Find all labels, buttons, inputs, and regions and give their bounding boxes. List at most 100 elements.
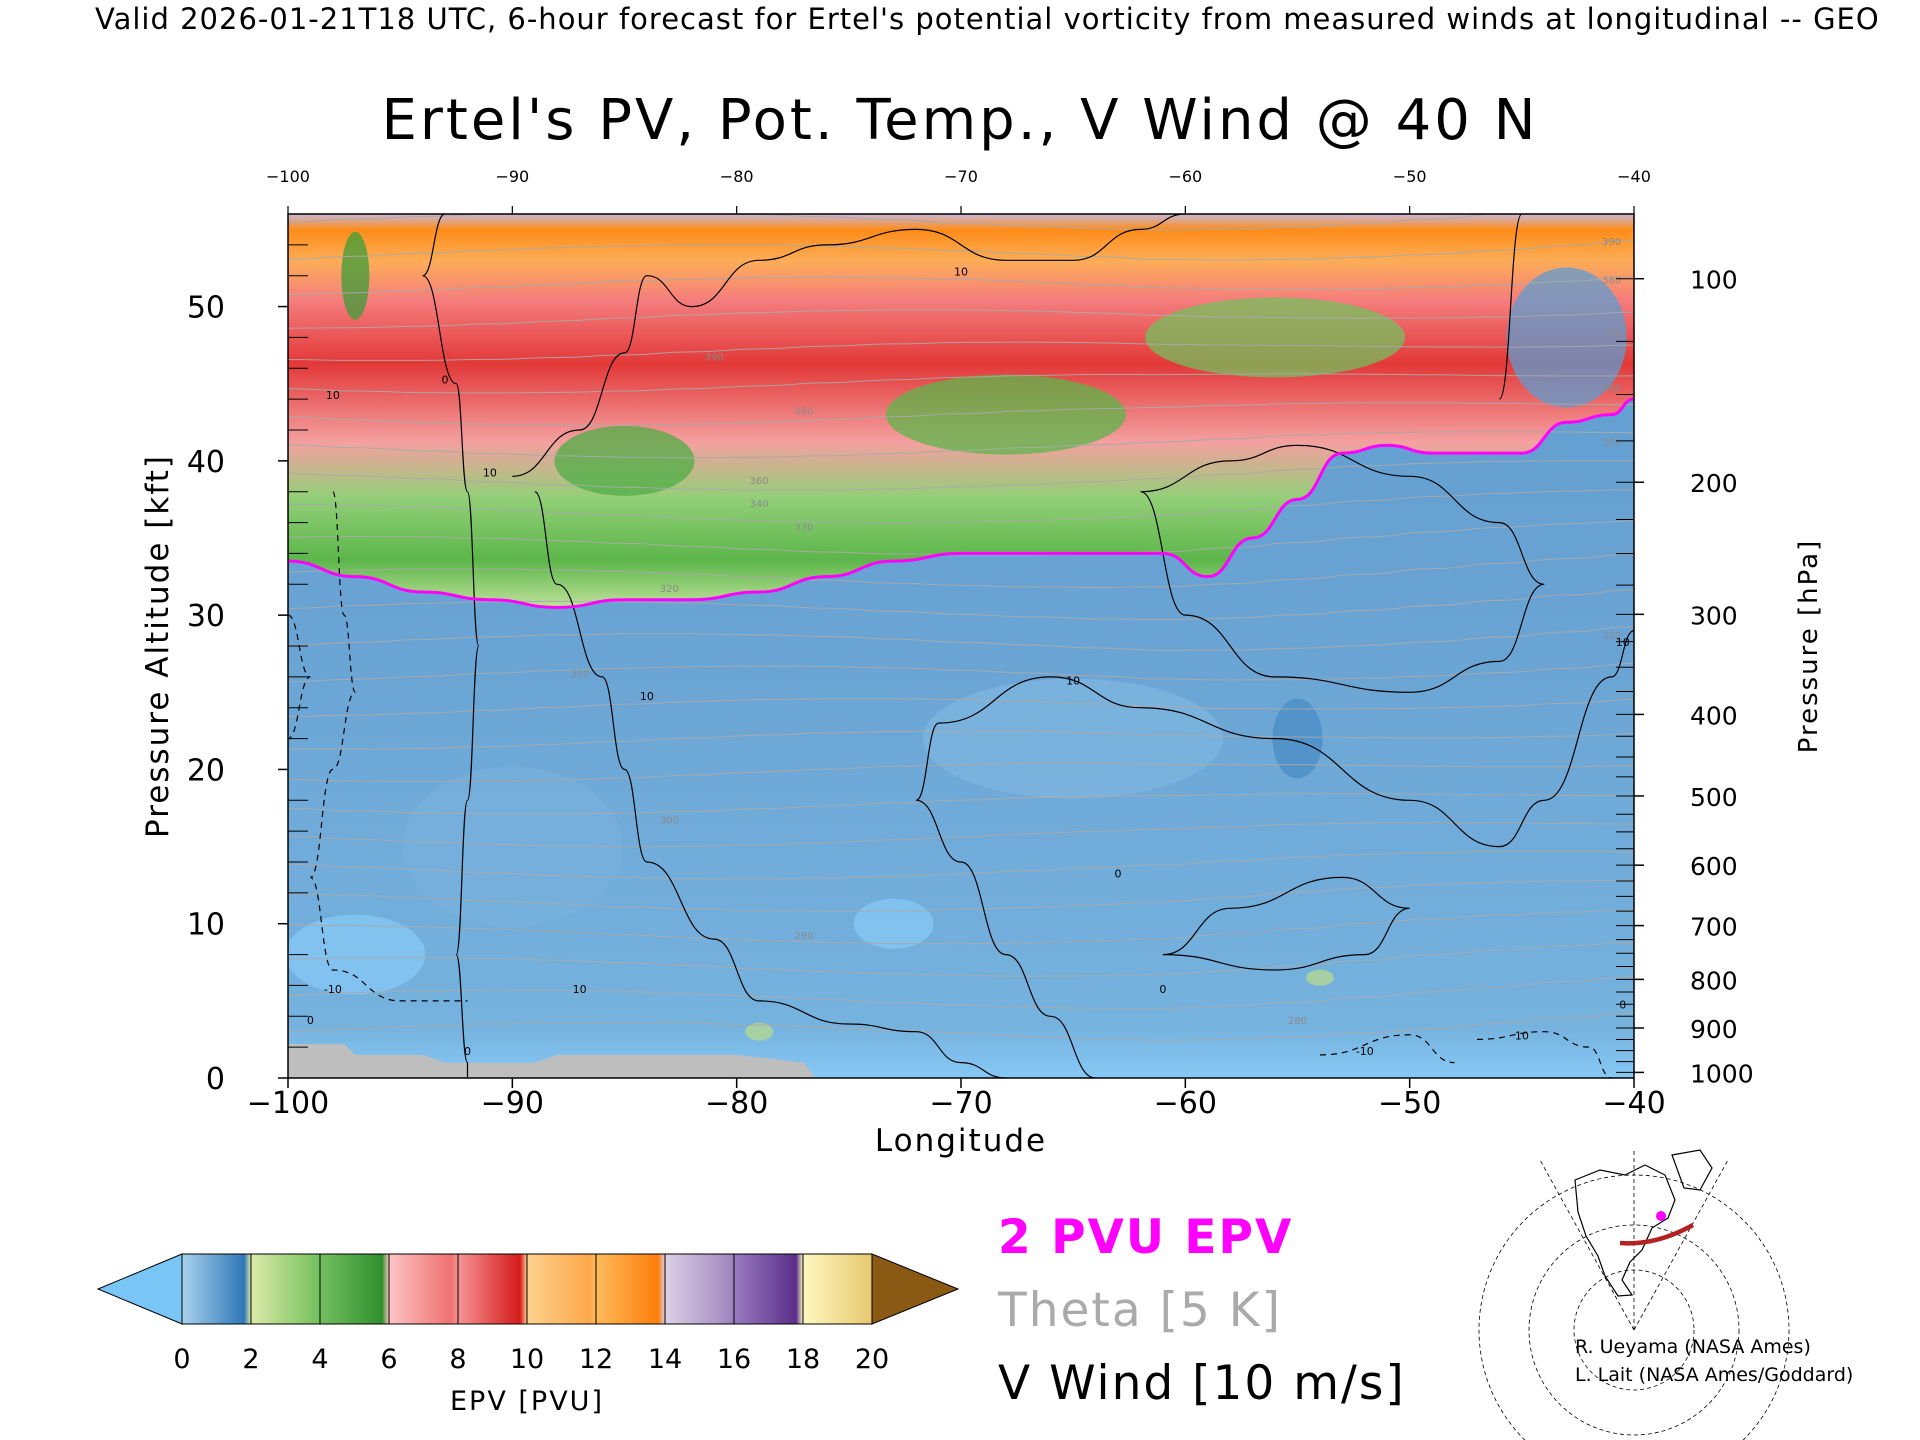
x-tick-label: −80 xyxy=(705,1086,768,1121)
colorbar-tick-label: 8 xyxy=(449,1344,466,1375)
epv-patch xyxy=(853,898,934,949)
epv-patch xyxy=(554,425,695,496)
x-top-tick-label: −90 xyxy=(495,167,529,186)
colorbar-tick-label: 0 xyxy=(173,1344,190,1375)
wind-contour xyxy=(915,722,1096,1078)
theta-label: 380 xyxy=(1602,275,1621,286)
wind-label: 0 xyxy=(1115,867,1122,880)
section-marker xyxy=(1656,1211,1666,1221)
x-tick-label: −100 xyxy=(247,1086,329,1121)
colorbar-tick-label: 6 xyxy=(380,1344,397,1375)
colorbar-tick-label: 12 xyxy=(579,1344,613,1375)
epv-patch xyxy=(341,231,370,320)
colorbar-tick-label: 2 xyxy=(242,1344,259,1375)
theta-contour xyxy=(288,239,1634,261)
theta-label: 360 xyxy=(750,476,769,487)
theta-contour xyxy=(288,553,1634,588)
wind-contour xyxy=(1476,1031,1612,1078)
wind-label: 0 xyxy=(307,1014,314,1027)
theta-contour xyxy=(288,793,1634,815)
credit-2: L. Lait (NASA Ames/Goddard) xyxy=(1575,1364,1854,1386)
x-axis-label: Longitude xyxy=(875,1123,1047,1159)
theta-label: 370 xyxy=(1602,329,1621,340)
x-top-tick-label: −60 xyxy=(1168,167,1202,186)
x-top-tick-label: −50 xyxy=(1393,167,1427,186)
theta-contour xyxy=(288,214,1517,231)
wind-contours xyxy=(288,214,1634,1078)
y-tick-label: 30 xyxy=(187,599,225,634)
legend-vwind: V Wind [10 m/s] xyxy=(998,1356,1406,1411)
x-axis-top-ticks: −100 −90 −80 −70 −60 −50 −40 xyxy=(266,167,1651,214)
colorbar-high-arrow xyxy=(871,1253,960,1325)
x-tick-label: −70 xyxy=(929,1086,992,1121)
wind-contour xyxy=(534,491,1006,1078)
wind-label: 0 xyxy=(442,374,449,387)
pressure-tick-label: 500 xyxy=(1690,783,1738,812)
wind-label: 0 xyxy=(464,1045,471,1058)
theta-label: 320 xyxy=(1602,630,1621,641)
theta-contour-labels: 390 380 360 340 330 320 310 300 290 280 320 350 360 3… xyxy=(570,237,1621,1027)
theta-contour xyxy=(288,909,1634,945)
x-tick-label: −50 xyxy=(1378,1086,1441,1121)
theta-label: 310 xyxy=(570,669,589,680)
theta-label: 390 xyxy=(705,353,724,364)
colorbar-tick-label: 14 xyxy=(648,1344,682,1375)
wind-label: 0 xyxy=(1619,999,1626,1012)
theta-contour xyxy=(288,976,1634,1010)
theta-contour xyxy=(288,730,1634,750)
section-line xyxy=(1619,1223,1695,1246)
pressure-tick-label: 400 xyxy=(1690,701,1738,730)
theta-contour xyxy=(288,698,1634,718)
colorbar-tick-label: 4 xyxy=(311,1344,328,1375)
theta-label: 360 xyxy=(1602,383,1621,394)
theta-contour xyxy=(288,309,1634,329)
wind-label: 10 xyxy=(1515,1029,1529,1042)
inset-location-map xyxy=(1478,1148,1790,1440)
theta-label: 380 xyxy=(794,407,813,418)
pressure-tick-label: 300 xyxy=(1690,601,1738,630)
wind-label: 10 xyxy=(573,983,587,996)
colorbar-tick-label: 18 xyxy=(786,1344,820,1375)
legend-theta: Theta [5 K] xyxy=(998,1283,1282,1338)
greenland-outline xyxy=(1671,1149,1713,1191)
theta-contour xyxy=(288,1012,1634,1041)
wind-label: 10 xyxy=(1616,636,1630,649)
colorbar-tick-label: 16 xyxy=(717,1344,751,1375)
theta-contour xyxy=(288,941,1634,977)
theta-contour xyxy=(288,850,1634,880)
wind-label: 10 xyxy=(640,690,654,703)
pressure-tick-label: 200 xyxy=(1690,469,1738,498)
theta-contour xyxy=(288,402,1634,426)
pressure-tick-label: 600 xyxy=(1690,852,1738,881)
colorbar-tick-label: 20 xyxy=(855,1344,889,1375)
credit-1: R. Ueyama (NASA Ames) xyxy=(1575,1336,1811,1358)
wind-contour xyxy=(1140,444,1545,693)
wind-label: 10 xyxy=(1066,675,1080,688)
epv-patch xyxy=(745,1022,774,1041)
wind-contour xyxy=(309,491,468,1002)
wind-contour xyxy=(422,214,480,1078)
theta-label: 330 xyxy=(794,522,813,533)
epv-patch xyxy=(288,914,426,995)
epv-patch xyxy=(1305,969,1334,986)
wind-label: 10 xyxy=(954,266,968,279)
theta-contour xyxy=(288,762,1634,783)
theta-contour xyxy=(288,879,1634,912)
x-tick-label: −60 xyxy=(1154,1086,1217,1121)
pressure-tick-label: 700 xyxy=(1690,913,1738,942)
x-tick-label: −40 xyxy=(1602,1086,1665,1121)
wind-contour xyxy=(1319,1034,1455,1064)
wind-contour xyxy=(1498,214,1523,400)
wind-contour xyxy=(288,614,311,740)
theta-contour xyxy=(288,663,1634,683)
pressure-tick-label: 900 xyxy=(1690,1015,1738,1044)
theta-contour xyxy=(288,276,1634,296)
y-tick-label: 50 xyxy=(187,291,225,326)
theta-label: 290 xyxy=(794,931,813,942)
theta-contour xyxy=(288,373,1634,394)
y-axis-ticks: 0 10 20 30 40 50 xyxy=(187,244,308,1097)
pressure-tick-label: 1000 xyxy=(1690,1059,1754,1088)
theta-label: 320 xyxy=(660,584,679,595)
wind-contour xyxy=(938,630,1634,848)
